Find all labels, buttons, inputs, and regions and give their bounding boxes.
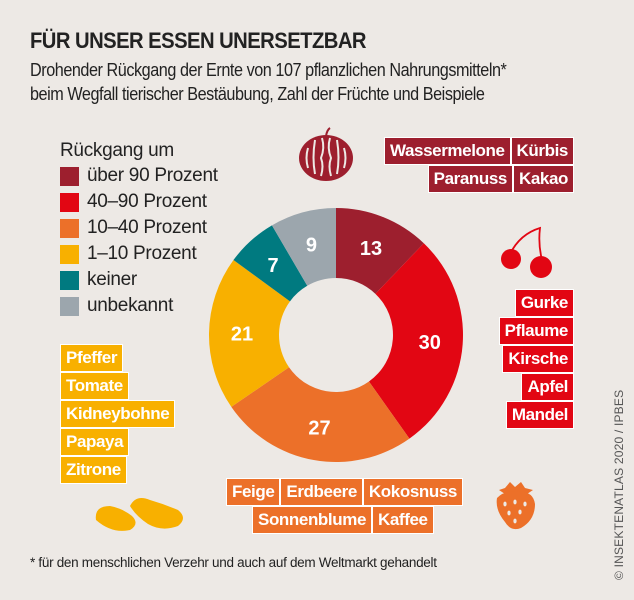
legend-item: 10–40 Prozent — [60, 217, 207, 238]
strawberry-icon — [496, 482, 535, 530]
footnote: * für den menschlichen Verzehr und auch … — [30, 555, 437, 570]
legend-swatch — [60, 192, 79, 212]
legend-swatch — [60, 166, 79, 186]
donut-slice-4 — [233, 225, 308, 302]
tag-row: Feige Erdbeere Kokosnuss — [225, 478, 463, 506]
example-tag: Papaya — [59, 428, 130, 456]
tag-row: Sonnenblume Kaffee — [252, 506, 434, 534]
example-tag: Kaffee — [372, 506, 434, 534]
tag-row: Paranuss Kakao — [427, 165, 575, 193]
legend-item: 1–10 Prozent — [60, 243, 197, 264]
slice-value-label: 30 — [419, 332, 441, 354]
beans-icon — [95, 498, 183, 531]
donut-slice-1 — [368, 243, 464, 439]
example-tag: Kirsche — [502, 345, 574, 373]
example-tag: Pfeffer — [59, 344, 124, 372]
legend-item: unbekannt — [60, 295, 174, 316]
example-tag: Wassermelone — [383, 137, 511, 165]
example-tag: Pflaume — [498, 317, 575, 345]
example-tag: Gurke — [514, 289, 575, 317]
example-tag: Sonnenblume — [252, 506, 372, 534]
donut-slice-5 — [271, 208, 336, 286]
slice-value-label: 21 — [231, 324, 253, 346]
example-tag: Mandel — [505, 401, 575, 429]
example-tag: Kokosnuss — [362, 478, 463, 506]
subtitle-line-2: beim Wegfall tierischer Bestäubung, Zahl… — [30, 84, 485, 104]
example-tag: Tomate — [60, 372, 129, 400]
chart-title: FÜR UNSER ESSEN UNERSETZBAR — [30, 28, 367, 53]
legend-label: unbekannt — [87, 295, 174, 316]
tag-row: Mandel — [505, 401, 575, 429]
tag-row: Pfeffer — [59, 344, 124, 372]
legend-swatch — [60, 218, 79, 238]
tag-row: Wassermelone Kürbis — [383, 137, 575, 165]
legend-swatch — [60, 296, 79, 316]
slice-value-label: 13 — [360, 238, 382, 260]
tag-row: Gurke — [514, 289, 575, 317]
donut-slice-3 — [209, 260, 290, 407]
cherries-icon — [501, 226, 552, 278]
tag-row: Zitrone — [60, 456, 127, 484]
legend-label: 10–40 Prozent — [87, 217, 207, 238]
example-tag: Kakao — [512, 165, 575, 193]
tag-row: Papaya — [59, 428, 130, 456]
subtitle-line-1: Drohender Rückgang der Ernte von 107 pfl… — [30, 60, 507, 80]
example-tag: Paranuss — [427, 165, 513, 193]
tag-row: Kidneybohne — [59, 400, 176, 428]
legend-item: 40–90 Prozent — [60, 191, 207, 212]
example-tag: Kürbis — [510, 137, 575, 165]
watermelon-icon — [299, 127, 353, 181]
legend-label: über 90 Prozent — [87, 165, 218, 186]
example-tag: Zitrone — [60, 456, 127, 484]
legend-item: keiner — [60, 269, 137, 290]
legend-swatch — [60, 244, 79, 264]
legend-swatch — [60, 270, 79, 290]
tag-row: Apfel — [521, 373, 574, 401]
tag-row: Pflaume — [498, 317, 575, 345]
donut-slice-0 — [336, 208, 424, 294]
example-tag: Kidneybohne — [59, 400, 176, 428]
example-tag: Feige — [225, 478, 281, 506]
slice-value-label: 9 — [306, 234, 317, 256]
source-credit: © INSEKTENATLAS 2020 / IPBES — [612, 389, 626, 580]
tag-row: Kirsche — [502, 345, 574, 373]
example-tag: Erdbeere — [280, 478, 363, 506]
legend-label: keiner — [87, 269, 137, 290]
legend-item: über 90 Prozent — [60, 165, 218, 186]
slice-value-label: 7 — [267, 255, 278, 277]
donut-slice-2 — [231, 367, 410, 462]
slice-value-label: 27 — [308, 418, 330, 440]
legend-label: 1–10 Prozent — [87, 243, 197, 264]
tag-row: Tomate — [60, 372, 129, 400]
legend-label: 40–90 Prozent — [87, 191, 207, 212]
example-tag: Apfel — [521, 373, 574, 401]
legend-title: Rückgang um — [60, 140, 174, 161]
